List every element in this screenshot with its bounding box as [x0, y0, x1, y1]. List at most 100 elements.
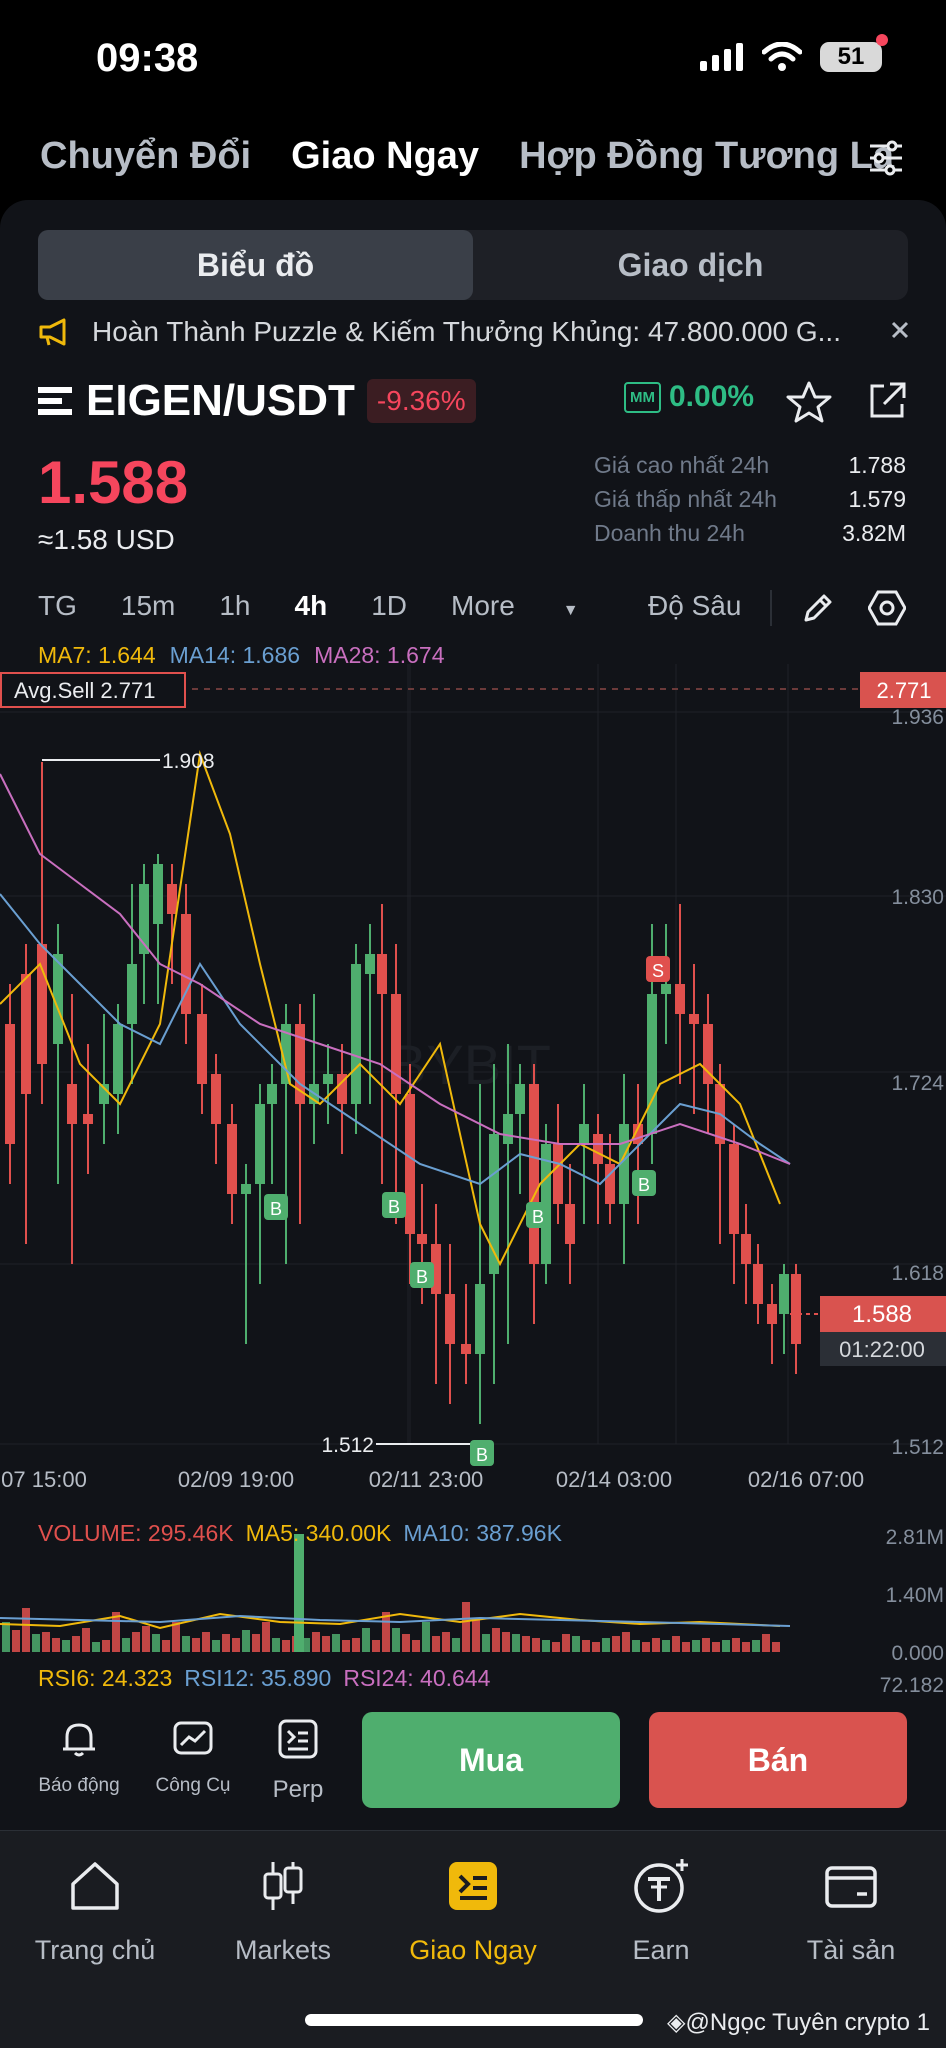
diamond-icon: ◈ [667, 2009, 686, 2036]
tf-4h[interactable]: 4h [294, 590, 328, 621]
candle-body [553, 1144, 563, 1204]
tf-1h[interactable]: 1h [219, 590, 251, 621]
y-tick: 1.724 [891, 1072, 944, 1095]
author-watermark: ◈@Ngọc Tuyên crypto 1 [667, 2009, 930, 2036]
volume-bar [392, 1628, 400, 1652]
volume-bar [172, 1622, 180, 1652]
sell-button[interactable]: Bán [649, 1712, 907, 1808]
last-price: 1.588 [38, 449, 189, 516]
volume-bar [562, 1634, 570, 1652]
buy-marker [382, 1192, 406, 1218]
candle-body [67, 1084, 77, 1124]
candle-body [267, 1084, 277, 1104]
candle-body [475, 1284, 485, 1354]
candle-body [565, 1204, 575, 1244]
volume-bar [522, 1636, 530, 1652]
nav-earn[interactable]: Earn [566, 1851, 756, 1966]
volume-bar [412, 1640, 420, 1652]
nav-spot[interactable]: Giao Ngay [378, 1851, 568, 1966]
stats-24h: Giá cao nhất 24h 1.788 Giá thấp nhất 24h 1… [594, 452, 906, 554]
x-tick: 02/11 23:00 [369, 1467, 484, 1492]
alert-tool[interactable]: Báo động [34, 1717, 124, 1797]
tools-tool[interactable]: Công Cụ [148, 1717, 238, 1797]
menu-icon[interactable] [38, 386, 74, 416]
volume-bar [142, 1626, 150, 1652]
candle-body [647, 994, 657, 1134]
volume-bar [272, 1638, 280, 1652]
candle-body [21, 974, 31, 1094]
ma28-label: MA28: 1.674 [314, 642, 445, 668]
buy-marker [632, 1170, 656, 1196]
depth-button[interactable]: Độ Sâu [648, 590, 742, 621]
candle-body [323, 1074, 333, 1084]
volume-bar [612, 1636, 620, 1652]
volume-bar [242, 1630, 250, 1652]
volume-bar [72, 1636, 80, 1652]
volume-bar [362, 1628, 370, 1652]
vol-ma10-line [0, 1614, 791, 1627]
spot-icon [449, 1862, 497, 1910]
buy-button[interactable]: Mua [362, 1712, 620, 1808]
tf-time[interactable]: TG [38, 590, 77, 621]
tab-futures[interactable]: Hợp Đồng Tương La [519, 135, 895, 177]
pencil-icon[interactable] [800, 590, 836, 626]
segment-chart[interactable]: Biểu đồ [38, 230, 473, 300]
tab-spot[interactable]: Giao Ngay [291, 135, 480, 177]
candle-body [83, 1114, 93, 1124]
vol-ma5-line [0, 1612, 781, 1630]
nav-home[interactable]: Trang chủ [0, 1851, 190, 1966]
volume-bar [332, 1634, 340, 1652]
tab-convert[interactable]: Chuyển Đổi [40, 135, 252, 177]
pair-header[interactable]: EIGEN/USDT -9.36% [38, 376, 476, 426]
volume-bar [492, 1628, 500, 1652]
filter-settings-icon[interactable] [866, 138, 906, 178]
rsi-tick: 72.182 [880, 1674, 944, 1694]
segment-trade[interactable]: Giao dịch [617, 246, 764, 283]
volume-legend: VOLUME: 295.46K MA5: 340.00K MA10: 387.9… [38, 1520, 562, 1547]
volume-bar [482, 1634, 490, 1652]
tf-more[interactable]: More ▼ [451, 590, 579, 621]
signal-icon [700, 43, 743, 71]
buy-marker-text: B [270, 1199, 282, 1219]
tf-15m[interactable]: 15m [120, 590, 176, 621]
buy-marker-text: B [476, 1445, 488, 1465]
stat-low: Giá thấp nhất 24h 1.579 [594, 486, 906, 512]
sell-marker [646, 956, 670, 982]
announcement-bar[interactable]: Hoàn Thành Puzzle & Kiếm Thưởng Khủng: 4… [38, 312, 908, 352]
candle-body [377, 954, 387, 994]
nav-markets[interactable]: Markets [188, 1851, 378, 1966]
home-indicator [305, 2014, 643, 2026]
ma28-line [0, 773, 791, 1165]
candle-body [619, 1124, 629, 1204]
volume-bar [652, 1638, 660, 1652]
star-icon[interactable] [786, 380, 832, 424]
pair-name: EIGEN/USDT [86, 376, 355, 425]
mm-badge: MM [624, 381, 661, 413]
volume-bar [772, 1642, 780, 1652]
countdown-label: 01:22:00 [839, 1337, 925, 1362]
tf-1d[interactable]: 1D [371, 590, 407, 621]
perp-tool[interactable]: Perp [258, 1717, 338, 1804]
avg-sell-label: Avg.Sell 2.771 [14, 678, 155, 703]
candle-body [365, 954, 375, 974]
candle-body [139, 884, 149, 954]
candle-body [461, 1344, 471, 1354]
candlestick-chart[interactable]: Avg.Sell 2.771 2.771 1.936 1.830 1.724 1.618 1… [0, 664, 946, 1694]
volume-bar [382, 1612, 390, 1652]
avg-sell-price-tag [860, 672, 946, 708]
candle-body [417, 1234, 427, 1244]
mm-value: 0.00% [669, 380, 755, 413]
vol-ma5-label: MA5: 340.00K [245, 1520, 392, 1546]
settings-icon[interactable] [868, 590, 906, 626]
close-icon[interactable] [890, 320, 910, 340]
volume-bar [282, 1640, 290, 1652]
y-tick: 1.512 [891, 1436, 944, 1459]
share-icon[interactable] [866, 380, 908, 422]
nav-assets[interactable]: Tài sản [756, 1851, 946, 1966]
volume-bar [294, 1534, 304, 1652]
volume-bar [432, 1636, 440, 1652]
bell-icon [63, 1723, 95, 1757]
candle-body [337, 1074, 347, 1104]
price-usd: ≈1.58 USD [38, 524, 175, 555]
notification-dot [876, 34, 888, 46]
